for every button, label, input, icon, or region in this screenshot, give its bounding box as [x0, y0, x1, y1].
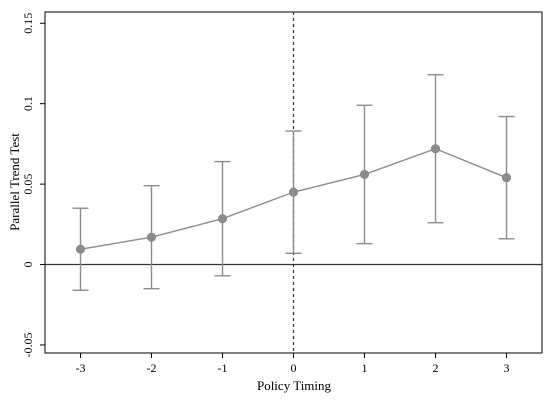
y-axis-ticks: -0.05 0 0.05 0.1 0.15: [21, 13, 45, 357]
y-tick-label: 0.15: [21, 13, 35, 34]
x-tick-label: -3: [76, 361, 86, 375]
data-point: [218, 214, 228, 224]
data-point: [430, 144, 440, 154]
data-point: [359, 169, 369, 179]
y-tick-label: 0: [21, 262, 35, 268]
x-axis-label: Policy Timing: [257, 378, 332, 393]
x-tick-label: 2: [433, 361, 439, 375]
x-tick-label: 0: [291, 361, 297, 375]
x-tick-label: -2: [147, 361, 157, 375]
y-tick-label: -0.05: [21, 332, 35, 357]
x-tick-label: 1: [362, 361, 368, 375]
x-axis-ticks: -3 -2 -1 0 1 2 3: [76, 353, 510, 375]
data-point: [501, 173, 511, 183]
data-point: [147, 232, 157, 242]
series-layer: [72, 74, 515, 291]
y-tick-label: 0.05: [21, 174, 35, 195]
data-point: [76, 244, 86, 254]
y-tick-label: 0.1: [21, 96, 35, 111]
x-tick-label: 3: [504, 361, 510, 375]
data-point: [288, 187, 298, 197]
y-axis-label: Parallel Trend Test: [7, 133, 22, 231]
x-tick-label: -1: [218, 361, 228, 375]
